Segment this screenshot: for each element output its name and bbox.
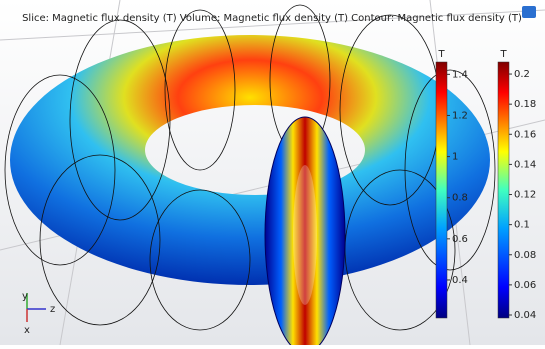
colorbar-tick-label: 0.08 <box>514 250 536 261</box>
colorbar-tick-label: 0.18 <box>514 99 536 110</box>
colorbar-tick-label: 0.2 <box>514 69 530 80</box>
colorbar-tick-label: 0.4 <box>452 275 468 286</box>
plot-title: Slice: Magnetic flux density (T) Volume:… <box>22 13 522 24</box>
colorbar-tick-label: 0.14 <box>514 159 536 170</box>
colorbar-unit: T <box>437 49 445 60</box>
colorbar-tick-label: 0.1 <box>514 220 530 231</box>
colorbar-tick-label: 0.6 <box>452 234 468 245</box>
colorbar-tick-label: 0.06 <box>514 280 536 291</box>
axis-label-y: y <box>22 291 28 302</box>
viewport: Slice: Magnetic flux density (T) Volume:… <box>0 0 545 345</box>
toolbar-icon[interactable] <box>522 6 536 18</box>
axis-label-x: x <box>24 325 30 336</box>
axis-label-z: z <box>50 304 55 315</box>
colorbar-tick-label: 0.8 <box>452 193 468 204</box>
colorbar-tick-label: 0.04 <box>514 310 536 321</box>
colorbar-tick-label: 1.2 <box>452 110 468 121</box>
colorbar-tick-label: 0.12 <box>514 190 536 201</box>
colorbar-unit: T <box>499 49 507 60</box>
colorbar <box>498 62 509 318</box>
slice-highlight <box>293 165 317 305</box>
colorbar-tick-label: 0.16 <box>514 129 536 140</box>
colorbar-tick-label: 1.4 <box>452 69 468 80</box>
colorbar-tick-label: 1 <box>452 152 458 163</box>
colorbar <box>436 62 447 318</box>
